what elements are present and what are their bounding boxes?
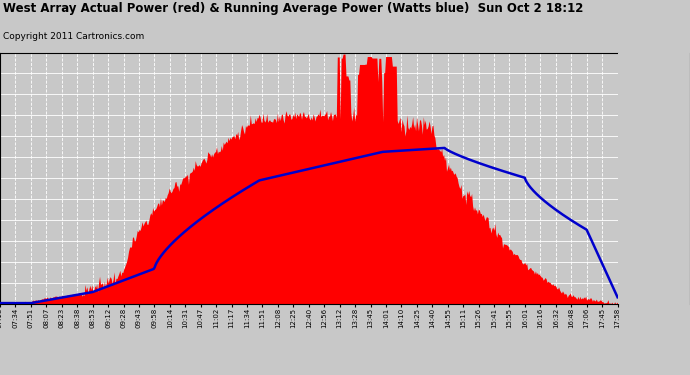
Text: Copyright 2011 Cartronics.com: Copyright 2011 Cartronics.com — [3, 32, 145, 41]
Text: West Array Actual Power (red) & Running Average Power (Watts blue)  Sun Oct 2 18: West Array Actual Power (red) & Running … — [3, 2, 584, 15]
